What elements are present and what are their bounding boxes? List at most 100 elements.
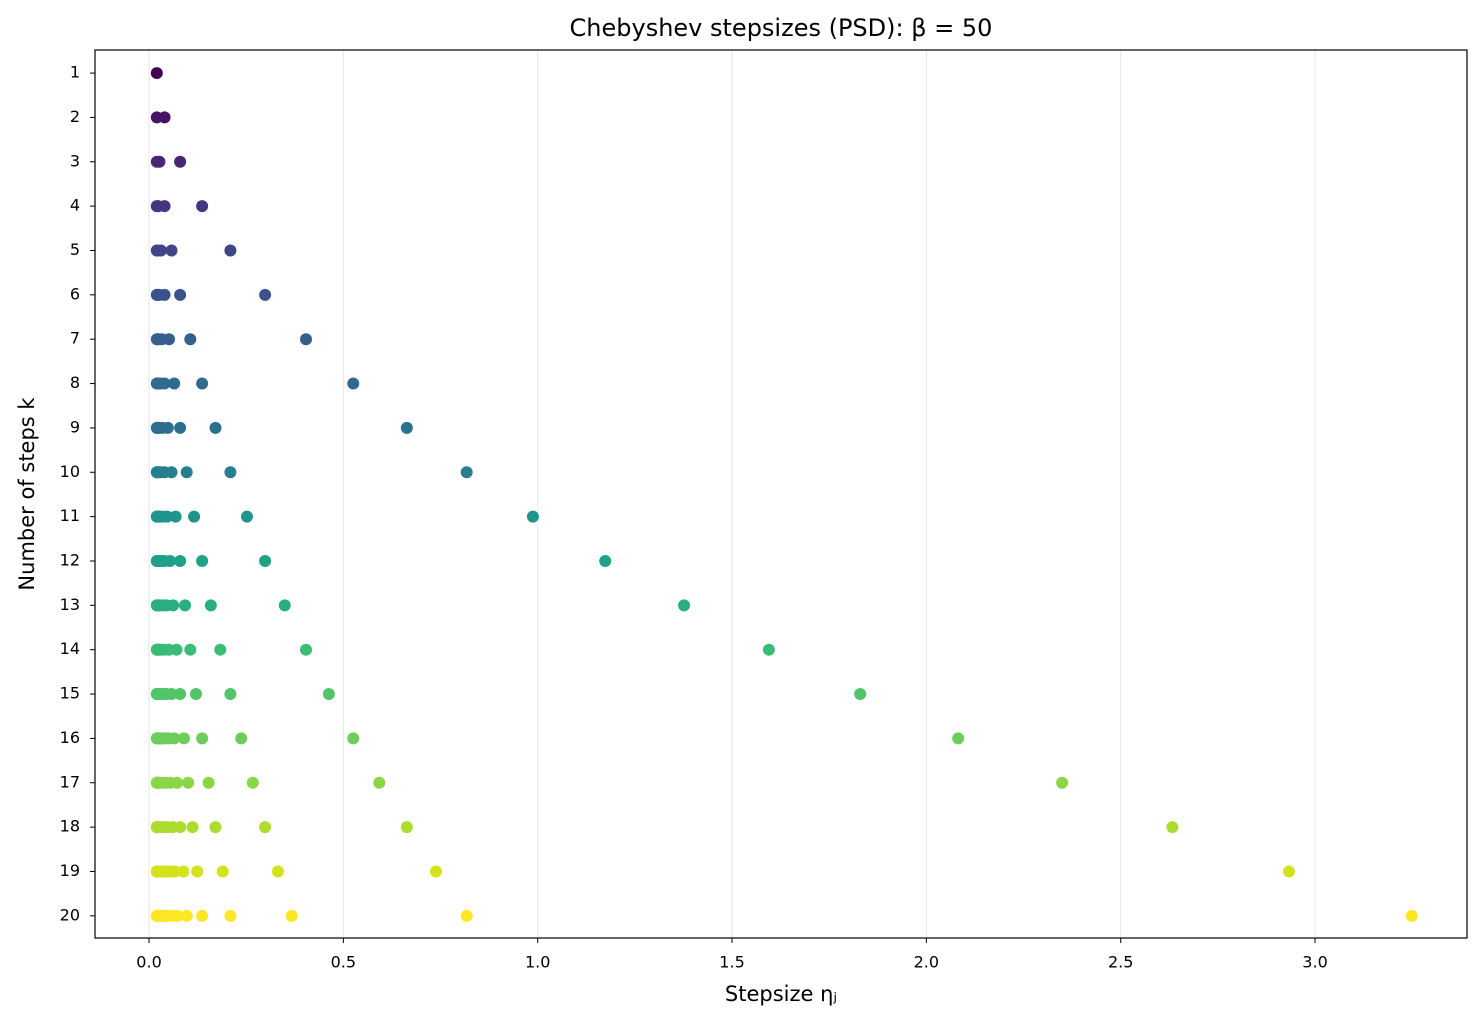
point <box>150 200 163 213</box>
point <box>259 554 272 567</box>
y-tick-label: 8 <box>70 373 80 392</box>
point <box>188 510 201 523</box>
x-tick-label: 3.0 <box>1302 953 1327 972</box>
point <box>300 333 313 346</box>
point <box>150 599 163 612</box>
point <box>235 732 248 745</box>
point <box>854 688 867 701</box>
point <box>196 200 209 213</box>
point <box>196 909 209 922</box>
y-tick-label: 13 <box>60 595 80 614</box>
point <box>271 865 284 878</box>
point <box>174 688 187 701</box>
y-tick-label: 19 <box>60 861 80 880</box>
y-tick-label: 12 <box>60 550 80 569</box>
point <box>526 510 539 523</box>
point <box>1282 865 1295 878</box>
y-tick-label: 14 <box>60 639 80 658</box>
point <box>184 643 197 656</box>
point <box>429 865 442 878</box>
point <box>400 821 413 834</box>
point <box>150 377 163 390</box>
point <box>184 333 197 346</box>
point <box>180 466 193 479</box>
y-tick-label: 5 <box>70 240 80 259</box>
point <box>182 776 195 789</box>
y-tick-label: 6 <box>70 284 80 303</box>
y-tick-label: 10 <box>60 462 80 481</box>
point <box>1405 909 1418 922</box>
point <box>150 554 163 567</box>
point <box>209 821 222 834</box>
x-tick-label: 1.0 <box>525 953 550 972</box>
point <box>150 510 163 523</box>
point <box>278 599 291 612</box>
point <box>150 643 163 656</box>
y-tick-label: 1 <box>70 63 80 82</box>
point <box>190 688 203 701</box>
y-tick-label: 11 <box>60 506 80 525</box>
point <box>165 244 178 257</box>
point <box>150 421 163 434</box>
point <box>285 909 298 922</box>
point <box>214 643 227 656</box>
x-tick-label: 2.5 <box>1108 953 1133 972</box>
point <box>216 865 229 878</box>
point <box>174 554 187 567</box>
point <box>191 865 204 878</box>
point <box>174 288 187 301</box>
point <box>150 333 163 346</box>
point <box>169 510 182 523</box>
point <box>174 421 187 434</box>
point <box>179 599 192 612</box>
point <box>224 244 237 257</box>
point <box>150 466 163 479</box>
point <box>150 688 163 701</box>
point <box>952 732 965 745</box>
y-tick-label: 2 <box>70 107 80 126</box>
point <box>1056 776 1069 789</box>
point <box>300 643 313 656</box>
point <box>196 377 209 390</box>
point <box>150 732 163 745</box>
point <box>347 732 360 745</box>
point <box>150 111 163 124</box>
point <box>174 155 187 168</box>
y-tick-label: 16 <box>60 728 80 747</box>
point <box>150 244 163 257</box>
point <box>177 865 190 878</box>
y-tick-label: 3 <box>70 151 80 170</box>
x-tick-label: 2.0 <box>914 953 939 972</box>
point <box>599 554 612 567</box>
point <box>460 466 473 479</box>
x-tick-label: 1.5 <box>719 953 744 972</box>
point <box>373 776 386 789</box>
y-tick-label: 7 <box>70 329 80 348</box>
y-tick-label: 4 <box>70 196 80 215</box>
point <box>196 732 209 745</box>
point <box>347 377 360 390</box>
point <box>180 909 193 922</box>
point <box>224 909 237 922</box>
point <box>240 510 253 523</box>
point <box>259 288 272 301</box>
chart-title: Chebyshev stepsizes (PSD): β = 50 <box>570 14 993 42</box>
point <box>246 776 259 789</box>
point <box>150 288 163 301</box>
points <box>150 67 1418 922</box>
point <box>150 821 163 834</box>
point <box>150 909 163 922</box>
point <box>678 599 691 612</box>
x-axis-label: Stepsize ηⱼ <box>725 982 837 1006</box>
y-tick-label: 15 <box>60 684 80 703</box>
point <box>209 421 222 434</box>
point <box>224 466 237 479</box>
point <box>400 421 413 434</box>
y-tick-label: 18 <box>60 817 80 836</box>
y-tick-label: 9 <box>70 417 80 436</box>
y-axis-label: Number of steps k <box>15 397 39 591</box>
point <box>150 776 163 789</box>
point <box>204 599 217 612</box>
point <box>186 821 199 834</box>
point <box>178 732 191 745</box>
